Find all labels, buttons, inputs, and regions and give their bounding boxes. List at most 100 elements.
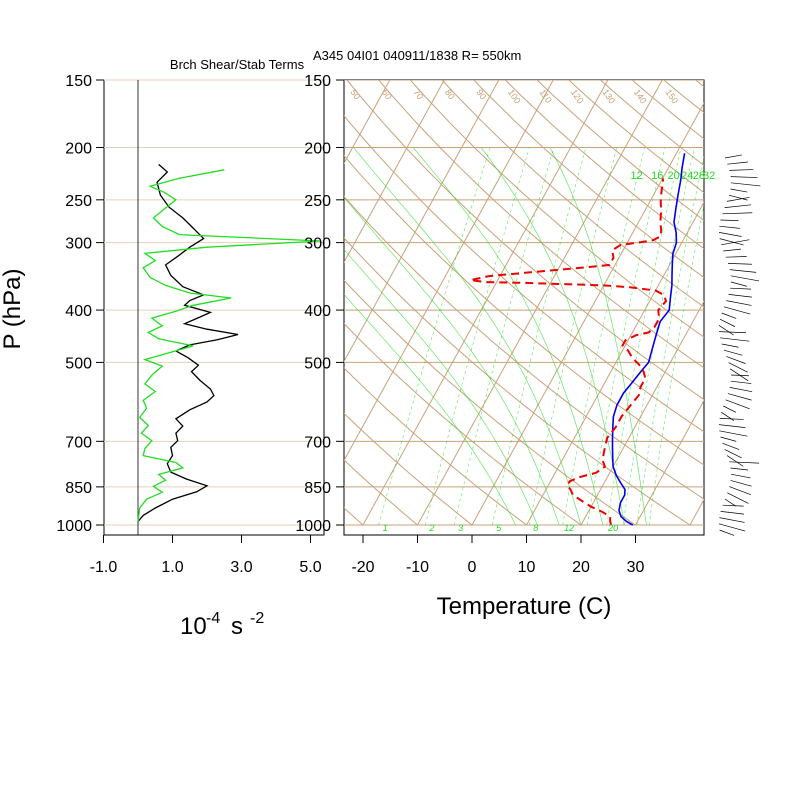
shear-stab-x-axis-title: 10 -4 s -2 [180, 610, 264, 640]
skew-t-title: A345 04I01 040911/1838 R= 550km [313, 48, 521, 63]
left-y-tick-label-300: 300 [65, 236, 92, 253]
mixing-ratio-label-bottom-8: 8 [533, 523, 538, 533]
mixing-ratio-label-bottom-5: 5 [496, 523, 502, 533]
wind-barb [719, 225, 740, 229]
y-axis-title: P (hPa) [0, 269, 26, 350]
moist-adiabat-24 [412, 147, 604, 526]
wind-barb [722, 442, 740, 450]
wind-barb [719, 418, 744, 420]
left-x-tick-label-2: 3.0 [230, 559, 252, 576]
x-axis-title-base: 10 [180, 613, 207, 640]
skewt-x-tick-label--10: -10 [406, 559, 429, 576]
wind-barb [729, 461, 759, 464]
moist-adiabat-12 [344, 249, 538, 526]
dry-adiabat-label-50: 50 [348, 87, 362, 101]
skewt-x-tick-label-0: 0 [468, 559, 477, 576]
wind-barb [724, 154, 742, 159]
wind-barb [729, 169, 754, 171]
shear-stab-series-green [137, 169, 321, 522]
skewt-y-tick-label-300: 300 [304, 236, 331, 253]
shear-stab-pressure-gridlines [104, 79, 324, 535]
mixing-ratio-label-top-16: 16 [651, 170, 663, 182]
wind-barb [721, 312, 737, 319]
wind-barb [729, 368, 749, 382]
mixing-ratio-label-bottom-12: 12 [564, 523, 574, 533]
isotherm--60 [344, 80, 391, 165]
dry-adiabat--30 [0, 64, 308, 525]
moist-adiabat-32 [549, 147, 647, 526]
left-y-tick-label-700: 700 [65, 434, 92, 451]
wind-barb [730, 275, 760, 282]
skewt-y-tick-label-150: 150 [304, 73, 331, 90]
shear-stab-ticks: 150 200 250 300 400 500 700 850 1000 -1.0 1.0 3.0 5.… [56, 73, 321, 576]
wind-barb [726, 300, 752, 306]
dry-adiabat-140 [536, 80, 704, 221]
wind-barb [719, 529, 735, 536]
dry-adiabat-110 [441, 80, 704, 308]
x-axis-title: Temperature (C) [437, 593, 612, 620]
wind-barb [727, 263, 752, 265]
skewt-y-tick-label-400: 400 [304, 303, 331, 320]
dry-adiabat-50 [344, 195, 704, 500]
wind-barb [727, 393, 752, 401]
dry-adiabat-160 [599, 80, 704, 167]
isotherm-10 [526, 201, 704, 526]
x-axis-title-unit-exponent: -2 [250, 610, 264, 627]
dry-adiabat-100 [409, 80, 704, 338]
left-y-tick-label-850: 850 [65, 480, 92, 497]
dry-adiabat-20 [344, 322, 582, 526]
dry-adiabat--50 [0, 64, 199, 525]
dry-adiabat-200 [707, 64, 800, 525]
left-y-tick-label-500: 500 [65, 355, 92, 372]
wind-barb [730, 473, 751, 479]
isotherm-30 [635, 399, 704, 526]
wind-barb [725, 256, 747, 258]
mixing-ratio-label-bottom-20: 20 [607, 523, 618, 533]
mixing-ratio-label-bottom-3: 3 [458, 523, 463, 533]
mixing-ratio-line-28 [636, 154, 704, 526]
left-x-tick-label-1: 1.0 [161, 559, 183, 576]
mixing-ratio-label-top-28: 28 [693, 170, 705, 182]
wind-barb [718, 424, 746, 428]
mixing-ratio-label-top-20: 20 [668, 170, 680, 182]
isotherm--30 [344, 80, 554, 462]
wind-barbs [718, 154, 761, 536]
wind-barb [728, 362, 748, 373]
skewt-y-tick-label-250: 250 [304, 193, 331, 210]
wind-barb [730, 480, 752, 487]
dry-adiabat-label-140: 140 [632, 87, 649, 105]
wind-barb [722, 212, 753, 215]
isotherm-20 [580, 300, 704, 526]
wind-barb [720, 337, 750, 342]
wind-barb [729, 387, 753, 393]
dry-adiabat-120 [473, 80, 704, 279]
wind-barb [730, 188, 748, 193]
dry-adiabat-label-100: 100 [506, 87, 523, 105]
dry-adiabat-90 [378, 80, 704, 369]
isotherm--50 [344, 80, 445, 264]
skewt-x-tick-label-20: 20 [572, 559, 590, 576]
dry-adiabat-label-110: 110 [537, 87, 553, 104]
dry-adiabat-label-150: 150 [663, 87, 680, 105]
skew-t-curves [470, 153, 686, 526]
dry-adiabat-80 [346, 80, 704, 401]
shear-stab-curves [137, 163, 321, 522]
wind-barb [730, 281, 747, 287]
dry-adiabat-170 [631, 80, 704, 140]
isotherm--70 [91, 80, 336, 525]
wind-barb [721, 343, 739, 348]
moist-adiabat-16 [344, 196, 560, 526]
wind-barb [725, 399, 750, 410]
wind-barb [729, 486, 751, 496]
skew-t-grid [0, 64, 800, 526]
left-x-tick-label-0: -1.0 [90, 559, 118, 576]
dry-adiabat-180 [663, 80, 704, 114]
wind-barb [729, 269, 757, 273]
mixing-ratio-line-20 [606, 147, 682, 526]
skewt-x-tick-label-10: 10 [518, 559, 536, 576]
mixing-ratio-label-top-24: 24 [681, 170, 693, 182]
skewt-y-tick-label-850: 850 [304, 480, 331, 497]
dry-adiabat-60 [344, 155, 704, 466]
